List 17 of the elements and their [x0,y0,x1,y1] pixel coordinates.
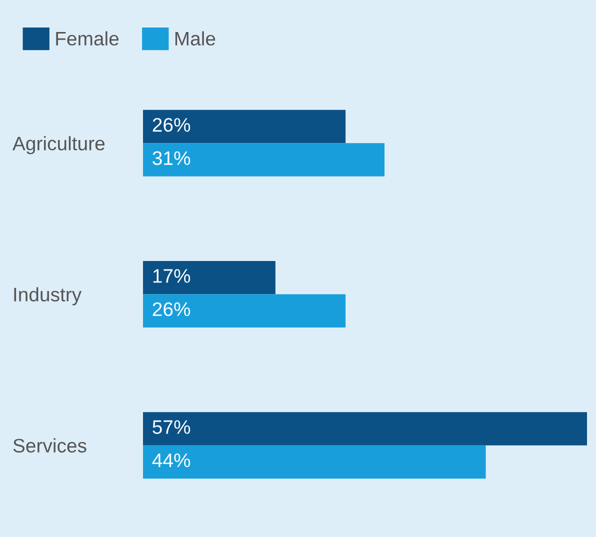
data-label: 26% [152,302,190,316]
y-tick-label: Agriculture [12,136,105,154]
bar [143,412,588,446]
bar [143,143,385,176]
bar [143,261,276,294]
data-label: 57% [152,420,190,434]
bar [143,294,346,328]
y-tick-label: Services [13,438,86,453]
bar [143,445,486,479]
data-label: 44% [152,454,190,468]
data-label: 26% [152,118,190,132]
bar [143,110,346,144]
legend-label: Male [175,31,216,46]
data-label: 31% [152,151,190,166]
data-label: 17% [153,269,190,283]
legend-label: Female [56,31,119,46]
y-tick-label: Industry [14,287,82,306]
